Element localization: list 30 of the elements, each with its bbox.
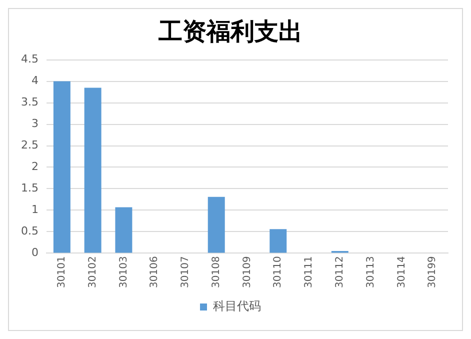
y-tick-label: 3.5 [20,96,38,109]
y-tick-label: 2.5 [20,138,38,152]
x-tick-label: 30106 [149,256,160,288]
x-tick-label: 30107 [180,256,192,288]
y-tick-label: 3 [31,117,38,130]
x-tick-label: 30113 [365,256,376,288]
y-tick-label: 2 [31,160,38,174]
y-tick-label: 0.5 [20,224,38,238]
x-tick-label: 30103 [118,256,130,288]
bar [208,196,225,253]
bar [53,81,70,253]
x-tick-label: 30111 [304,256,315,288]
y-tick-label: 0 [31,246,38,260]
chart-title: 工资福利支出 [158,16,302,46]
x-tick-label: 30109 [242,256,253,288]
x-tick-label: 30108 [210,256,222,288]
y-tick-label: 4 [31,74,38,88]
legend-label: 科目代码 [213,299,261,314]
x-tick-label: 30112 [334,256,346,288]
bar [115,207,132,253]
y-tick-label: 1 [31,203,38,216]
x-tick-label: 30102 [87,256,98,288]
x-tick-label: 30101 [56,256,68,288]
x-tick-label: 30114 [396,256,408,288]
y-tick-label: 1.5 [20,182,38,195]
x-tick-label: 30110 [272,256,284,288]
bar [270,229,287,253]
x-tick-label: 30199 [427,256,438,288]
y-tick-label: 4.5 [20,52,38,66]
bar [84,88,102,253]
